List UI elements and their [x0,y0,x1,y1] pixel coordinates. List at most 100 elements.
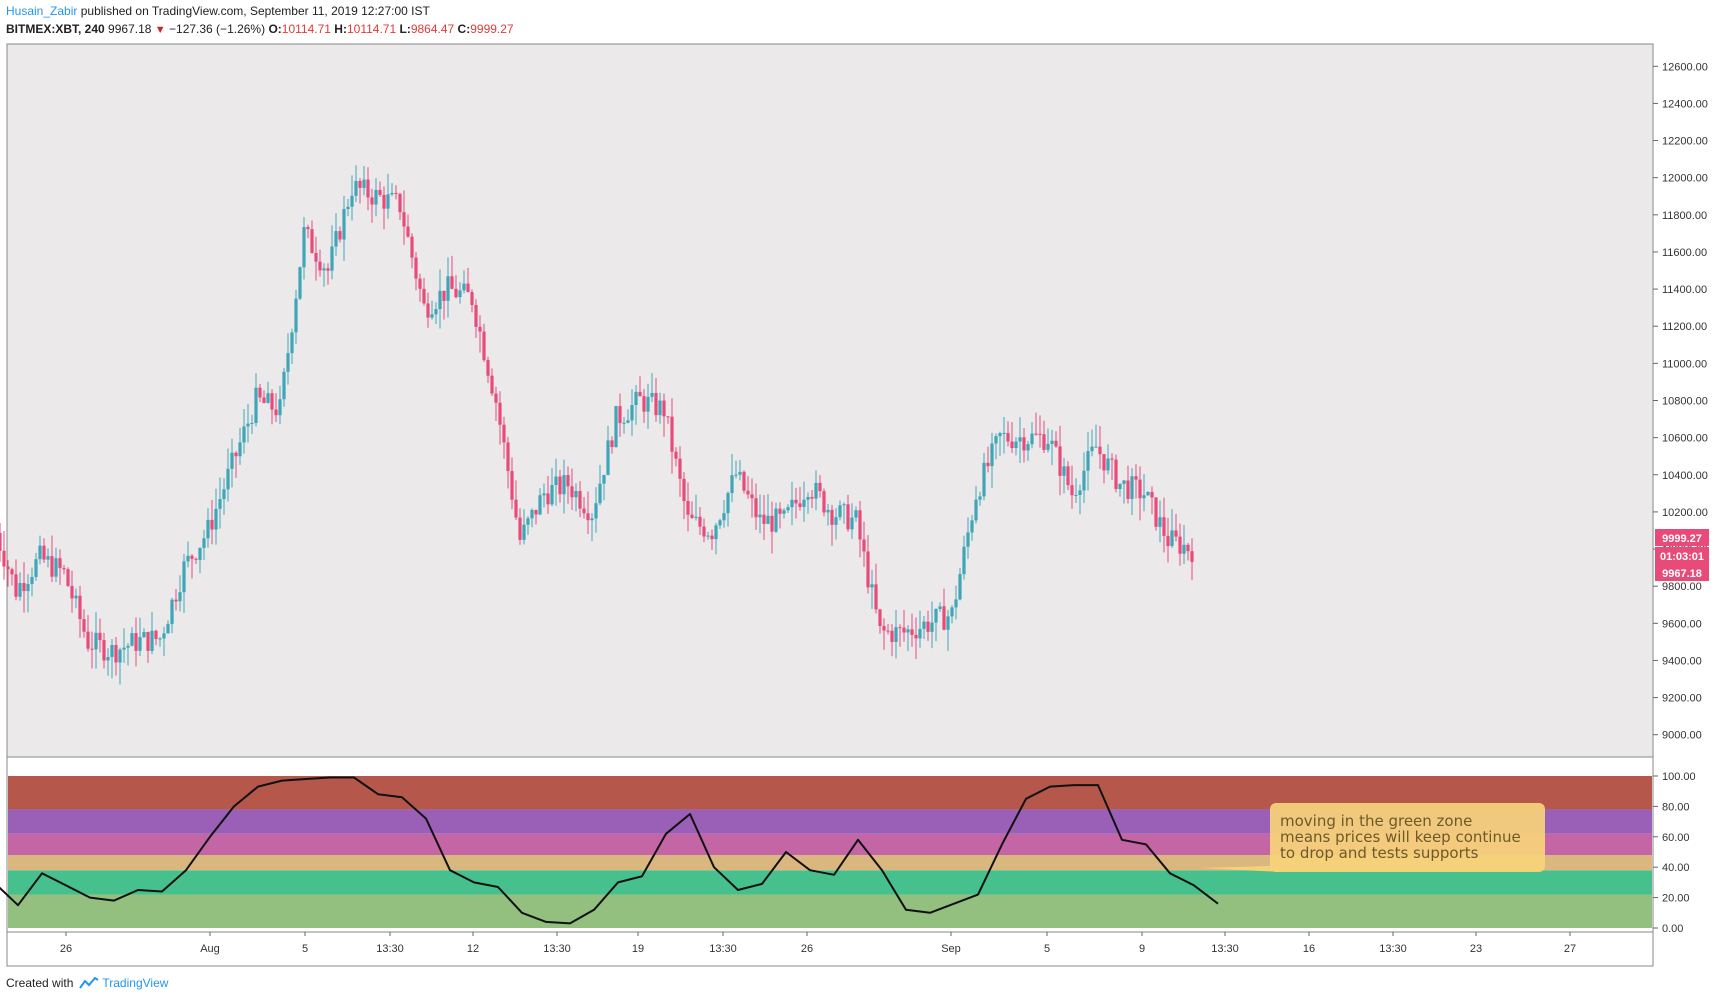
candle-body [858,510,862,540]
candle-body [254,387,258,423]
time-tick-label: 13:30 [1211,943,1239,955]
candle-body [738,471,742,475]
candle-body [270,393,274,410]
candle-body [382,194,386,209]
callout-text-line: means prices will keep continue [1280,828,1521,846]
callout-box [1270,803,1545,872]
candle-body [358,180,362,188]
candle-body [54,558,58,577]
candle-body [1142,495,1146,499]
time-tick-label: 27 [1564,943,1576,955]
candle-body [250,422,254,424]
candle-body [946,616,950,630]
candle-body [330,246,334,271]
candle-body [266,393,270,403]
candle-body [1010,441,1014,449]
candle-body [334,231,338,247]
candle-body [1082,470,1086,491]
price-tick-label: 9200.00 [1662,693,1702,705]
candle-body [506,442,510,472]
candle-body [834,517,838,525]
candle-body [402,212,406,227]
candle-body [966,532,970,547]
candle-body [314,252,318,262]
candle-body [2,550,6,567]
candle-body [218,499,222,509]
candle-body [662,400,666,417]
price-axis[interactable]: 9000.009200.009400.009600.009800.0010000… [1653,61,1708,742]
time-tick-label: 5 [302,943,308,955]
candle-body [1030,433,1034,445]
candle-body [1146,491,1150,496]
candle-body [1006,432,1010,442]
candle-body [1034,433,1038,435]
price-tick-label: 9600.00 [1662,618,1702,630]
candle-body [238,442,242,457]
candle-body [998,433,1002,437]
callout-text-line: to drop and tests supports [1280,844,1479,862]
candle-body [686,501,690,515]
candle-body [466,283,470,293]
candle-body [890,630,894,642]
candle-body [258,387,262,398]
candle-body [110,644,114,658]
candle-body [742,471,746,491]
candle-body [1062,466,1066,476]
candle-body [426,303,430,318]
oscillator-zones [8,776,1652,928]
last-price: 9967.18 [108,22,152,36]
candle-body [430,314,434,318]
candle-body [978,496,982,500]
candle-body [326,268,330,271]
price-tick-label: 10200.00 [1662,507,1708,519]
candle-body [658,400,662,416]
candle-body [922,621,926,629]
candle-body [726,493,730,514]
candle-body [178,592,182,602]
candle-body [918,628,922,639]
oscillator-axis[interactable]: 0.00 20.00 40.00 60.00 80.00 100.00 [1653,771,1696,935]
candle-body [138,637,142,651]
candle-body [1190,551,1194,562]
time-axis-bg[interactable] [6,931,1654,967]
candle-body [202,538,206,548]
candle-body [826,509,830,513]
tradingview-logo[interactable]: TradingView [77,976,168,990]
candle-body [282,371,286,400]
candle-body [66,569,70,586]
candle-body [874,584,878,610]
candle-body [394,192,398,194]
candle-body [274,409,278,416]
time-tick-label: 13:30 [543,943,571,955]
candle-body [374,189,378,205]
candle-body [734,474,738,476]
candle-body [914,634,918,639]
candle-body [1090,446,1094,452]
candle-body [350,195,354,207]
candle-body [898,627,902,629]
candle-body [106,657,110,661]
candle-body [666,416,670,418]
candle-body [574,490,578,498]
candle-body [154,630,158,639]
candle-body [1174,530,1178,537]
candle-body [354,180,358,196]
candle-body [910,629,914,635]
price-tag-label: 01:03:01 [1660,551,1704,563]
candle-body [1070,485,1074,496]
price-tick-label: 9000.00 [1662,730,1702,742]
candle-body [798,503,802,507]
price-tick-label: 9800.00 [1662,581,1702,593]
candle-body [622,422,626,424]
candle-body [942,606,946,630]
candle-body [30,576,34,584]
time-tick-label: 16 [1303,943,1315,955]
callout-text-line: moving in the green zone [1280,812,1472,830]
candle-body [286,353,290,372]
low-value: 9864.47 [410,22,455,36]
author-link[interactable]: Husain_Zabir [6,4,78,18]
time-tick-label: 5 [1044,943,1050,955]
price-tag-label: 9999.27 [1662,533,1702,545]
